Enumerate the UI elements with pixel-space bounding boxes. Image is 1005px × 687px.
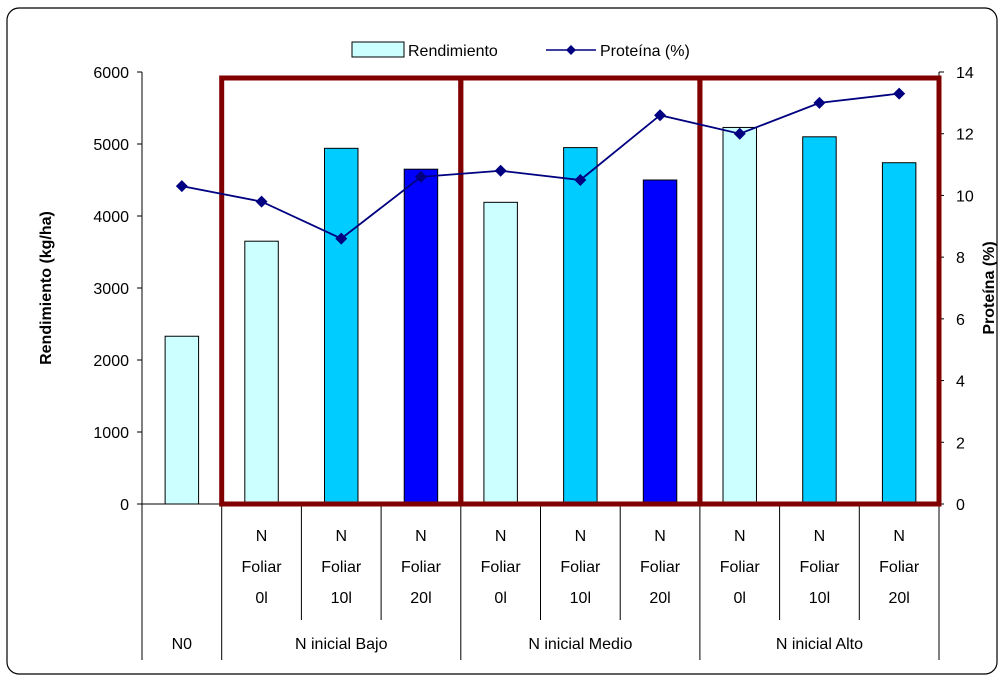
x-axis-category-label: N bbox=[575, 528, 587, 545]
x-axis-category-label: N bbox=[335, 528, 347, 545]
y-axis-left-tick-label: 0 bbox=[120, 497, 129, 514]
x-axis-category-label: 10l bbox=[331, 590, 352, 607]
bar-rendimiento bbox=[802, 136, 837, 505]
x-axis-group-label: N inicial Medio bbox=[528, 636, 632, 653]
x-axis-category-label: N bbox=[415, 528, 427, 545]
x-axis-category-label: 10l bbox=[809, 590, 830, 607]
x-axis-category-label: Foliar bbox=[242, 559, 283, 576]
y-axis-left-tick-label: 2000 bbox=[93, 353, 129, 370]
y-axis-right-tick-label: 10 bbox=[956, 188, 974, 205]
marker-proteina bbox=[893, 87, 906, 100]
marker-proteina bbox=[175, 180, 188, 193]
bar-rendimiento bbox=[881, 162, 917, 505]
x-axis-category-label: Foliar bbox=[401, 559, 442, 576]
y-axis-right-tick-label: 14 bbox=[956, 65, 974, 82]
bar-rendimiento bbox=[642, 179, 678, 505]
marker-proteina bbox=[414, 170, 427, 183]
x-axis-category-label: Foliar bbox=[879, 559, 920, 576]
x-axis-category-label: 20l bbox=[649, 590, 670, 607]
legend-label-proteina: Proteína (%) bbox=[600, 43, 690, 60]
x-axis-category-label: 0l bbox=[494, 590, 506, 607]
y-axis-left-tick-label: 1000 bbox=[93, 425, 129, 442]
x-axis-category-label: N bbox=[495, 528, 507, 545]
y-axis-right-tick-label: 12 bbox=[956, 127, 974, 144]
highlight-box bbox=[697, 75, 942, 507]
marker-proteina bbox=[733, 127, 746, 140]
marker-proteina bbox=[654, 109, 667, 122]
x-axis-category-label: N bbox=[893, 528, 905, 545]
x-axis-category-label: 20l bbox=[410, 590, 431, 607]
x-axis-category-label: 10l bbox=[570, 590, 591, 607]
x-axis-category-label: N bbox=[256, 528, 268, 545]
x-axis-category-label: 20l bbox=[888, 590, 909, 607]
legend-label-rendimiento: Rendimiento bbox=[408, 43, 498, 60]
bar-rendimiento bbox=[722, 126, 757, 505]
y-axis-right-title: Proteína (%) bbox=[981, 241, 998, 334]
x-axis-category-label: N bbox=[654, 528, 666, 545]
y-axis-right-tick-label: 4 bbox=[956, 374, 965, 391]
bar-rendimiento bbox=[244, 240, 279, 505]
legend-marker-proteina bbox=[566, 45, 576, 55]
legend: Rendimiento Proteína (%) bbox=[351, 41, 690, 60]
legend-swatch-rendimiento bbox=[351, 41, 405, 58]
y-axis-right-tick-label: 8 bbox=[956, 250, 965, 267]
x-axis-category-label: Foliar bbox=[321, 559, 362, 576]
x-axis-category-label: 0l bbox=[255, 590, 267, 607]
marker-proteina bbox=[255, 195, 268, 208]
x-axis-group-label: N0 bbox=[172, 636, 193, 653]
y-axis-left-title: Rendimiento (kg/ha) bbox=[38, 211, 55, 365]
x-axis-group-label: N inicial Alto bbox=[776, 636, 863, 653]
x-axis-category-label: Foliar bbox=[720, 559, 761, 576]
bar-rendimiento bbox=[563, 147, 598, 505]
bar-rendimiento bbox=[164, 335, 200, 505]
x-axis-category-label: N bbox=[814, 528, 826, 545]
x-axis-group-label: N inicial Bajo bbox=[295, 636, 388, 653]
y-axis-left-tick-label: 5000 bbox=[93, 137, 129, 154]
x-axis-category-label: Foliar bbox=[560, 559, 601, 576]
x-axis-category-label: Foliar bbox=[640, 559, 681, 576]
y-axis-left-tick-label: 3000 bbox=[93, 281, 129, 298]
y-axis-right-tick-label: 2 bbox=[956, 435, 965, 452]
y-axis-right-tick-label: 0 bbox=[956, 497, 965, 514]
x-axis-category-label: Foliar bbox=[799, 559, 840, 576]
y-axis-left-tick-label: 4000 bbox=[93, 209, 129, 226]
line-proteina bbox=[181, 92, 900, 240]
x-axis-category-label: 0l bbox=[734, 590, 746, 607]
bar-rendimiento bbox=[324, 147, 359, 505]
x-axis-category-label: N bbox=[734, 528, 746, 545]
marker-proteina bbox=[574, 174, 587, 186]
bar-rendimiento bbox=[483, 201, 518, 505]
y-axis-right-tick-label: 6 bbox=[956, 312, 965, 329]
x-axis-category-label: Foliar bbox=[481, 559, 522, 576]
bar-rendimiento bbox=[403, 168, 439, 505]
y-axis-left-tick-label: 6000 bbox=[93, 65, 129, 82]
marker-proteina bbox=[335, 232, 348, 245]
marker-proteina bbox=[494, 164, 507, 177]
marker-proteina bbox=[813, 96, 826, 109]
